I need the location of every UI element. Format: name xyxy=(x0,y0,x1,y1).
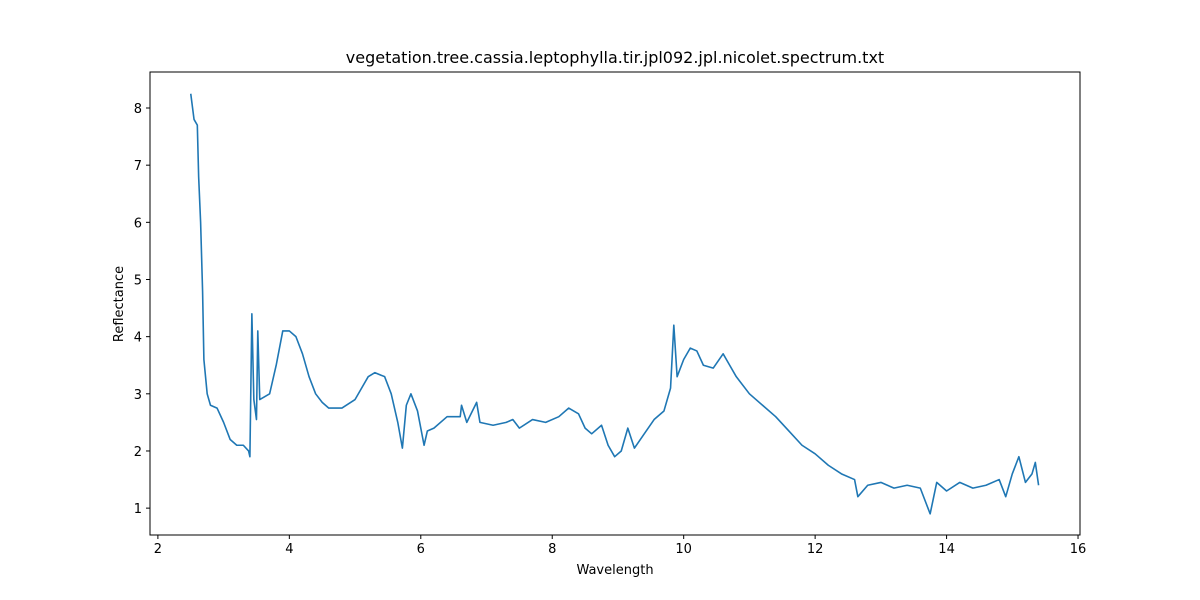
spectrum-line xyxy=(189,93,1040,515)
y-tick-label: 4 xyxy=(134,331,142,346)
x-tick-label: 6 xyxy=(417,542,425,557)
y-tick-label: 8 xyxy=(134,102,142,117)
x-tick-label: 14 xyxy=(938,542,955,557)
x-tick-label: 16 xyxy=(1070,542,1087,557)
y-axis-label: Reflectance xyxy=(112,266,127,342)
x-tick-label: 10 xyxy=(675,542,692,557)
x-tick-label: 4 xyxy=(285,542,293,557)
x-tick-label: 8 xyxy=(548,542,556,557)
x-tick-label: 12 xyxy=(807,542,824,557)
y-tick-label: 7 xyxy=(134,159,142,174)
y-tick-label: 6 xyxy=(134,216,142,231)
y-tick-label: 5 xyxy=(134,273,142,288)
x-axis-label: Wavelength xyxy=(576,563,653,578)
chart-title: vegetation.tree.cassia.leptophylla.tir.j… xyxy=(346,48,884,67)
y-tick-label: 3 xyxy=(134,388,142,403)
y-tick-label: 1 xyxy=(134,502,142,517)
y-tick-label: 2 xyxy=(134,445,142,460)
x-tick-label: 2 xyxy=(154,542,162,557)
plot-frame xyxy=(149,71,1081,536)
